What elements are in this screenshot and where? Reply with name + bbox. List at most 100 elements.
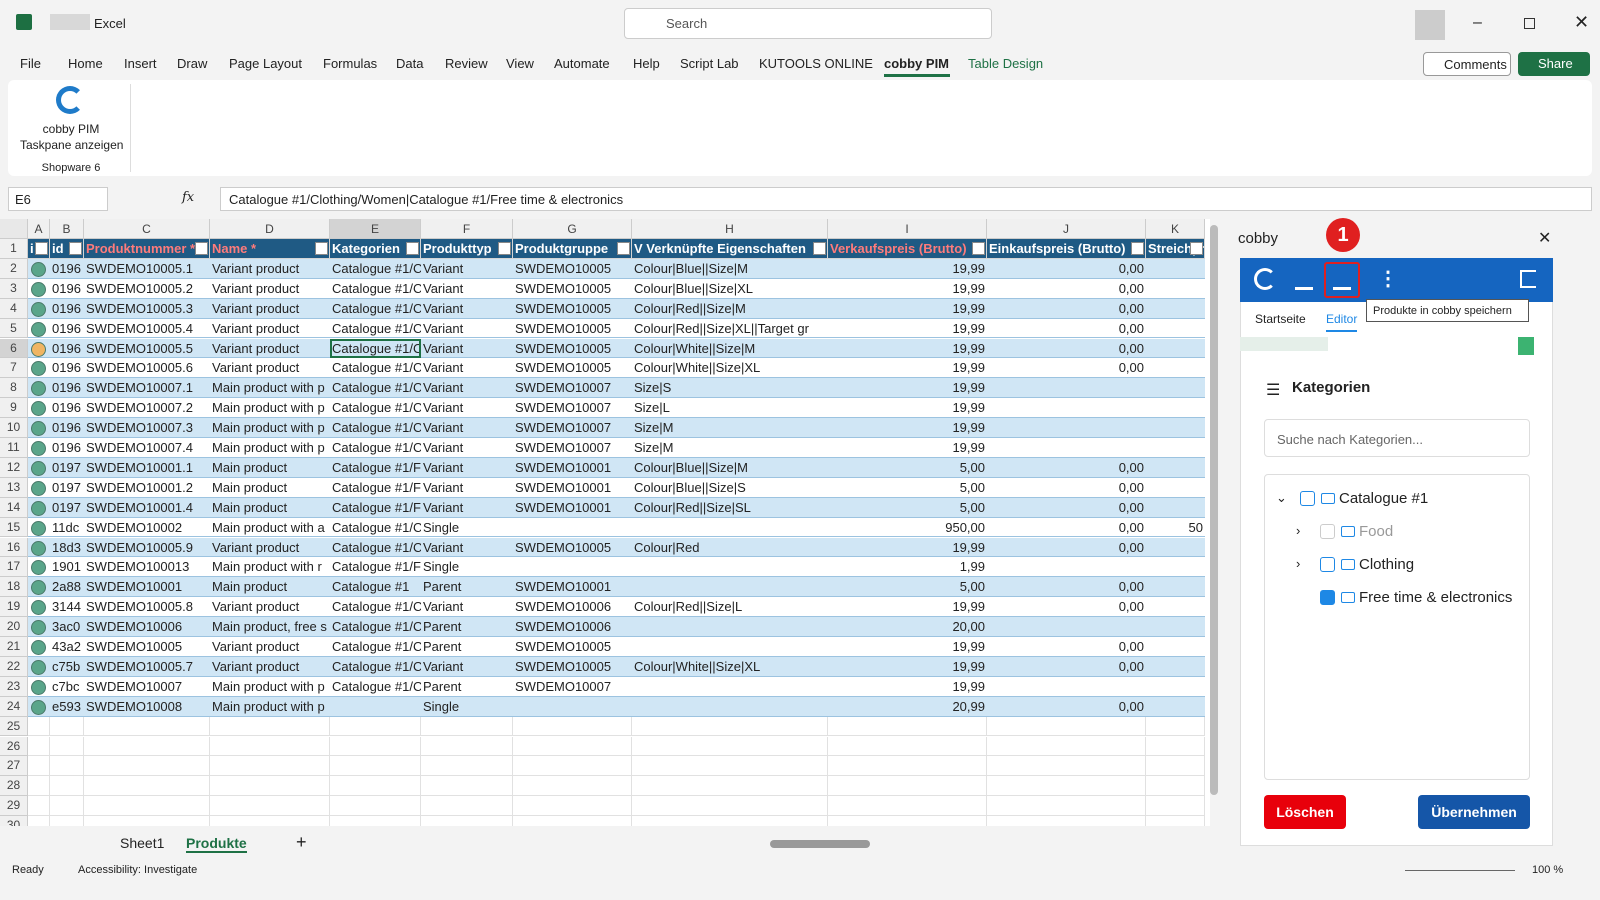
row-band: [28, 457, 1205, 478]
tb-upload[interactable]: [1324, 262, 1360, 298]
cell: 19,99: [952, 360, 985, 376]
filter-btn[interactable]: [195, 242, 208, 255]
pane-tab[interactable]: Startseite: [1255, 312, 1306, 326]
cell: Parent: [423, 619, 462, 635]
pane-close: ✕: [1538, 230, 1552, 247]
cell: SWDEMO10001.2: [86, 479, 193, 495]
cell: SWDEMO10007.2: [86, 400, 193, 416]
cell: Variant: [423, 340, 464, 356]
sheet-tab[interactable]: Sheet1: [120, 835, 165, 851]
pane-tab[interactable]: Editor: [1326, 312, 1358, 332]
tb-download[interactable]: [1295, 268, 1313, 290]
header-cell: Produkttyp: [421, 239, 513, 259]
excel-icon: [16, 14, 32, 30]
tb-refresh[interactable]: [1254, 268, 1276, 290]
cell: 5,00: [959, 579, 985, 595]
menu-tab[interactable]: Script Lab: [680, 56, 739, 71]
status-dot: [31, 580, 46, 596]
name-box[interactable]: E6: [8, 187, 108, 211]
search-box[interactable]: [624, 8, 992, 39]
cell: 19,99: [952, 678, 985, 694]
menu-tab[interactable]: Automate: [554, 56, 610, 71]
sheet-tab[interactable]: Produkte: [186, 835, 247, 853]
cell: SWDEMO10005.2: [86, 280, 193, 296]
menu-tab[interactable]: View: [506, 56, 534, 71]
tree-label[interactable]: Clothing: [1359, 556, 1415, 573]
menu-tab[interactable]: Help: [633, 56, 660, 71]
column-letter: H: [632, 219, 828, 239]
checkbox[interactable]: [1320, 524, 1335, 539]
cell: Colour|Blue||Size|XL: [634, 280, 754, 296]
menu-tab[interactable]: Data: [396, 56, 424, 71]
column-letter: B: [50, 219, 84, 239]
tree-label[interactable]: Free time & electronics: [1359, 589, 1513, 606]
grid-cell: [632, 796, 828, 817]
filter-btn[interactable]: [1131, 242, 1144, 255]
filter-btn[interactable]: [498, 242, 511, 255]
tree-label[interactable]: Catalogue #1: [1339, 490, 1429, 507]
checkbox[interactable]: [1320, 557, 1335, 572]
menu-tab[interactable]: Formulas: [323, 56, 378, 71]
cell: Variant: [423, 360, 464, 376]
header-cell: Name *: [210, 239, 330, 259]
filter-btn[interactable]: [406, 242, 419, 255]
menu-tab[interactable]: Home: [68, 56, 103, 71]
row-band: [28, 438, 1205, 458]
cell: 19,99: [952, 320, 985, 336]
menu-tab[interactable]: Table Design: [968, 56, 1044, 71]
header-cell: Kategorien: [330, 239, 421, 259]
cell: SWDEMO10007: [515, 380, 612, 396]
menu-tab[interactable]: cobby PIM: [884, 56, 950, 71]
tree-label[interactable]: Food: [1359, 523, 1394, 540]
cell: SWDEMO10005.9: [86, 539, 193, 555]
cell: Catalogue #1/C: [332, 639, 421, 654]
search-cat[interactable]: Suche nach Kategorien...: [1264, 419, 1530, 457]
filter-btn[interactable]: [35, 242, 48, 255]
delete-btn[interactable]: Löschen: [1264, 795, 1346, 829]
cell: 19,99: [952, 420, 985, 436]
menu-tab[interactable]: Draw: [177, 56, 208, 71]
ribbon-btn-line1[interactable]: cobby PIM: [42, 122, 100, 136]
formula-input[interactable]: Catalogue #1/Clothing/Women|Catalogue #1…: [220, 187, 1592, 211]
tree-box: [1264, 474, 1530, 780]
filter-btn[interactable]: [315, 242, 328, 255]
filter-btn[interactable]: [972, 242, 985, 255]
filter-btn[interactable]: [617, 242, 630, 255]
grid-cell: [28, 736, 50, 757]
cell: 3ac0: [52, 619, 81, 635]
cell: SWDEMO10007.3: [86, 420, 193, 436]
row-band: [28, 517, 1205, 538]
menu-tab[interactable]: Review: [445, 56, 488, 71]
ribbon-btn-line2[interactable]: Taskpane anzeigen: [20, 138, 124, 152]
grid-cell: [987, 776, 1146, 797]
status-accessibility[interactable]: Accessibility: Investigate: [78, 864, 198, 876]
folder-icon: [1341, 559, 1355, 570]
cell: Main product: [212, 579, 288, 595]
cell: Colour|White||Size|M: [634, 340, 756, 356]
status-ready: Ready: [12, 864, 44, 876]
cell: Catalogue #1/F: [332, 479, 421, 495]
filter-btn[interactable]: [1190, 242, 1203, 255]
share-btn[interactable]: Share: [1518, 52, 1590, 76]
filter-btn[interactable]: [69, 242, 82, 255]
menu-tab[interactable]: Insert: [124, 56, 157, 71]
apply-btn[interactable]: Übernehmen: [1418, 795, 1530, 829]
row-band: [28, 497, 1205, 518]
checkbox[interactable]: [1300, 491, 1315, 506]
row-number: 16: [0, 537, 28, 558]
comments-btn[interactable]: Comments: [1423, 52, 1511, 76]
menu-tab[interactable]: KUTOOLS ONLINE: [759, 56, 873, 71]
menu-tab[interactable]: Page Layout: [229, 56, 303, 71]
tb-logout[interactable]: [1520, 270, 1536, 288]
cell: 0196: [52, 440, 81, 455]
cell: SWDEMO10007: [515, 678, 612, 694]
cell: Colour|White||Size|XL: [634, 360, 761, 376]
cell: Catalogue #1/C: [332, 280, 421, 296]
cell: Colour|White||Size|XL: [634, 658, 761, 674]
menu-tab[interactable]: File: [20, 56, 41, 71]
status-dot: [31, 540, 46, 556]
zoom[interactable]: 100 %: [1532, 864, 1564, 876]
filter-btn[interactable]: [813, 242, 826, 255]
checkbox[interactable]: [1320, 590, 1335, 605]
